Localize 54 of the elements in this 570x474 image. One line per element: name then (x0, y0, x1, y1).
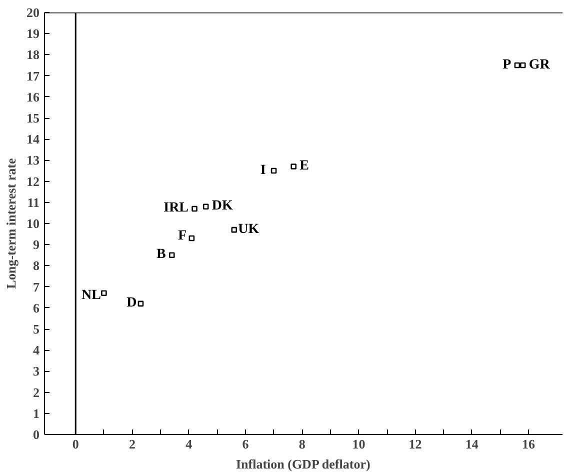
point (192, 206, 198, 212)
y-tick-label: 9 (33, 237, 40, 252)
y-tick-label: 3 (33, 364, 40, 379)
point (168, 252, 175, 258)
y-tick-label: 17 (26, 68, 40, 84)
y-tick-label: 18 (26, 47, 40, 62)
y-tick-label: 0 (33, 427, 40, 442)
y-tick-label: 13 (26, 152, 40, 168)
y-tick-label: 7 (33, 279, 40, 294)
x-axis-title: Inflation (GDP deflator) (236, 456, 370, 472)
point (138, 300, 144, 307)
y-tick-label: 15 (26, 110, 40, 126)
y-tick-label: 16 (26, 89, 40, 104)
y-tick-label: 1 (33, 406, 40, 421)
point (101, 290, 107, 296)
point (290, 164, 296, 170)
x-tick-label: 14 (465, 436, 479, 452)
y-axis-title: Long-term interest rate (4, 158, 18, 289)
x-tick-label: 4 (186, 436, 193, 452)
x-tick-label: 12 (408, 436, 422, 452)
series-label: UK (238, 222, 260, 237)
point (270, 168, 277, 174)
y-tick-label: 12 (26, 174, 40, 189)
y-tick-label: 2 (33, 384, 40, 400)
x-tick-label: 0 (72, 436, 79, 452)
point (202, 204, 209, 210)
y-tick-label: 20 (26, 5, 40, 20)
series-label: D (126, 296, 137, 311)
series-label: GR (528, 57, 551, 72)
point (188, 235, 195, 242)
point (514, 62, 520, 68)
series-label: IRL (164, 200, 189, 216)
series-label: B (156, 247, 166, 262)
series-label: E (300, 158, 309, 174)
y-tick-label: 10 (26, 216, 40, 231)
series-label: F (178, 228, 187, 244)
y-tick-label: 11 (27, 194, 40, 210)
x-tick-label: 8 (298, 436, 306, 452)
x-tick-label: 16 (522, 436, 536, 452)
series-label: P (502, 57, 512, 72)
series-label: DK (212, 198, 233, 214)
y-tick-label: 4 (33, 342, 40, 358)
x-tick-label: 10 (352, 436, 366, 452)
series-label: NL (81, 288, 101, 304)
y-tick-label: 5 (33, 322, 40, 336)
y-tick-label: 14 (26, 132, 40, 147)
point (520, 62, 526, 68)
y-tick-label: 6 (33, 300, 40, 316)
x-tick-label: 2 (129, 436, 136, 452)
point (231, 226, 238, 233)
series-label: I (260, 162, 266, 178)
y-tick-label: 8 (33, 258, 40, 274)
y-tick-label: 19 (26, 26, 40, 42)
x-tick-label: 6 (242, 436, 250, 452)
